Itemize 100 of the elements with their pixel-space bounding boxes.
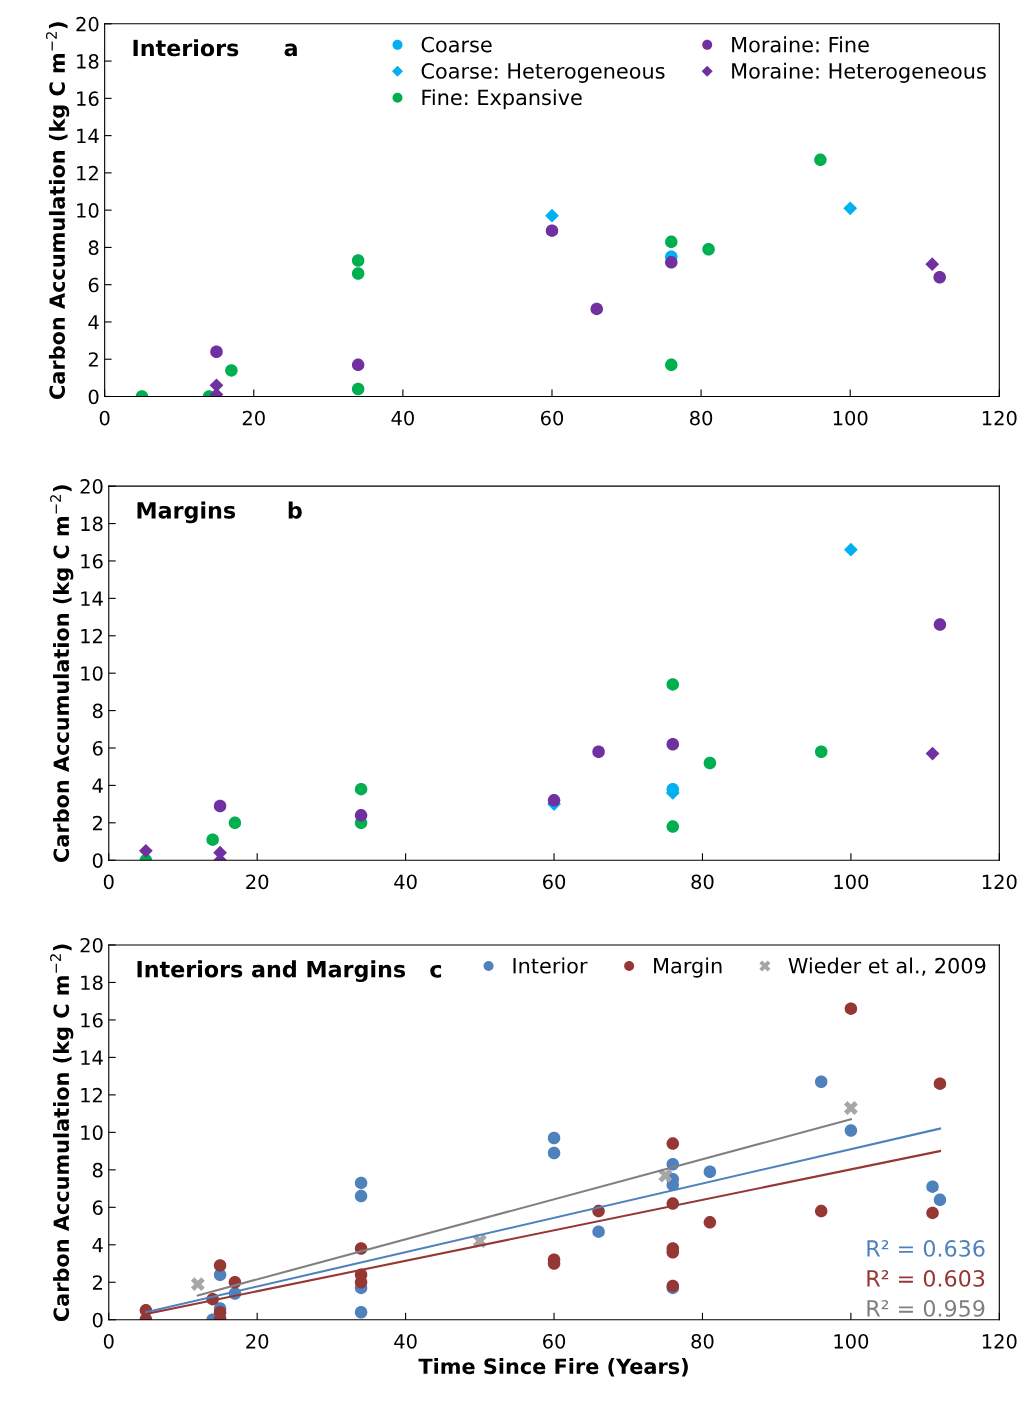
y-tick-label: 14 [81, 1050, 103, 1065]
x-tick-label: 0 [103, 874, 114, 890]
y-tick-label: 10 [81, 666, 103, 681]
point [926, 1206, 939, 1220]
point [666, 738, 680, 751]
point [702, 243, 715, 256]
legend-label: Moraine: Fine [732, 36, 869, 53]
point [225, 364, 238, 377]
legend-label: Moraine: Heterogeneous [732, 62, 986, 83]
point [592, 1225, 605, 1238]
annotation: R² = 0.636 [867, 1240, 985, 1257]
point [925, 257, 940, 272]
y-tick-label: 14 [81, 591, 103, 606]
point [933, 1077, 947, 1090]
y-tick-label: 20 [80, 937, 103, 953]
x-tick-label: 100 [834, 874, 869, 890]
point [703, 1165, 717, 1178]
annotation: R² = 0.603 [867, 1270, 985, 1287]
point [666, 1137, 680, 1150]
y-axis-title: Carbon Accumulation (kg C m$^{−2}$) [50, 485, 74, 862]
x-axis-title: Time Since Fire (Years) [418, 1358, 688, 1377]
point [665, 358, 678, 372]
x-tick-label: 60 [543, 1333, 566, 1349]
y-tick-label: 0 [88, 389, 99, 405]
x-tick-label: 20 [246, 1333, 269, 1349]
point [354, 782, 368, 796]
x-tick-label: 100 [834, 1333, 869, 1349]
legend-label: Coarse [421, 36, 492, 53]
point [843, 201, 858, 216]
y-tick-label: 4 [92, 1238, 103, 1253]
y-tick-label: 18 [77, 54, 99, 69]
point [665, 235, 678, 249]
point [590, 302, 603, 316]
y-tick-label: 20 [76, 16, 99, 32]
point [844, 1002, 858, 1015]
y-tick-label: 16 [81, 1012, 103, 1028]
point [814, 1204, 828, 1218]
point [592, 745, 605, 758]
annotation: c [430, 964, 442, 978]
point [213, 1259, 227, 1272]
x-tick-label: 120 [982, 1333, 1017, 1349]
legend-label: Margin [654, 957, 722, 978]
x-tick-label: 40 [394, 1333, 417, 1349]
point [666, 678, 680, 691]
y-tick-label: 8 [92, 1162, 103, 1178]
point [213, 799, 227, 813]
point [666, 820, 680, 833]
point [138, 843, 153, 858]
y-tick-label: 16 [77, 91, 99, 107]
annotation: R² = 0.959 [867, 1300, 985, 1317]
text: Interiors [133, 39, 239, 57]
x-tick-label: 20 [242, 410, 265, 426]
legend-label: Wieder et al., 2009 [788, 957, 986, 976]
point [926, 1180, 939, 1193]
y-tick-label: 12 [81, 628, 102, 644]
point [354, 1306, 368, 1319]
y-tick-label: 14 [77, 128, 99, 143]
point [843, 1101, 858, 1115]
point [351, 254, 365, 267]
point [354, 809, 368, 822]
point [547, 1146, 561, 1160]
y-tick-label: 4 [88, 315, 99, 330]
legend-label: Interior [513, 957, 588, 974]
point [844, 542, 858, 557]
x-tick-label: 120 [982, 874, 1017, 890]
x-tick-label: 80 [691, 874, 714, 890]
point [206, 833, 219, 846]
point [351, 267, 365, 280]
x-tick-label: 40 [391, 410, 414, 426]
y-tick-label: 2 [88, 352, 98, 367]
text: Margins [137, 501, 236, 524]
point [547, 1131, 561, 1145]
point [210, 345, 223, 359]
point [814, 153, 827, 167]
y-tick-label: 6 [92, 1200, 103, 1215]
point [351, 382, 365, 396]
y-tick-label: 10 [77, 203, 99, 218]
point [545, 224, 559, 237]
y-tick-label: 6 [88, 277, 99, 293]
y-tick-label: 18 [81, 975, 103, 991]
y-tick-label: 2 [92, 815, 102, 831]
y-tick-label: 0 [92, 853, 103, 868]
point [814, 1075, 828, 1089]
y-tick-label: 2 [92, 1275, 102, 1290]
y-tick-label: 0 [92, 1312, 103, 1328]
point [228, 816, 242, 830]
point [933, 1193, 947, 1207]
x-tick-label: 40 [394, 874, 417, 890]
x-tick-label: 0 [103, 1333, 114, 1349]
point [703, 1216, 717, 1229]
point [547, 794, 561, 807]
point [354, 1189, 368, 1203]
point [814, 745, 828, 758]
x-tick-label: 80 [690, 410, 713, 426]
point [703, 756, 717, 770]
y-tick-label: 8 [92, 703, 103, 719]
y-tick-label: 10 [81, 1125, 103, 1141]
y-tick-label: 20 [80, 479, 103, 494]
point [933, 270, 946, 284]
y-axis-title: Carbon Accumulation (kg C m$^{−2}$) [45, 22, 70, 399]
